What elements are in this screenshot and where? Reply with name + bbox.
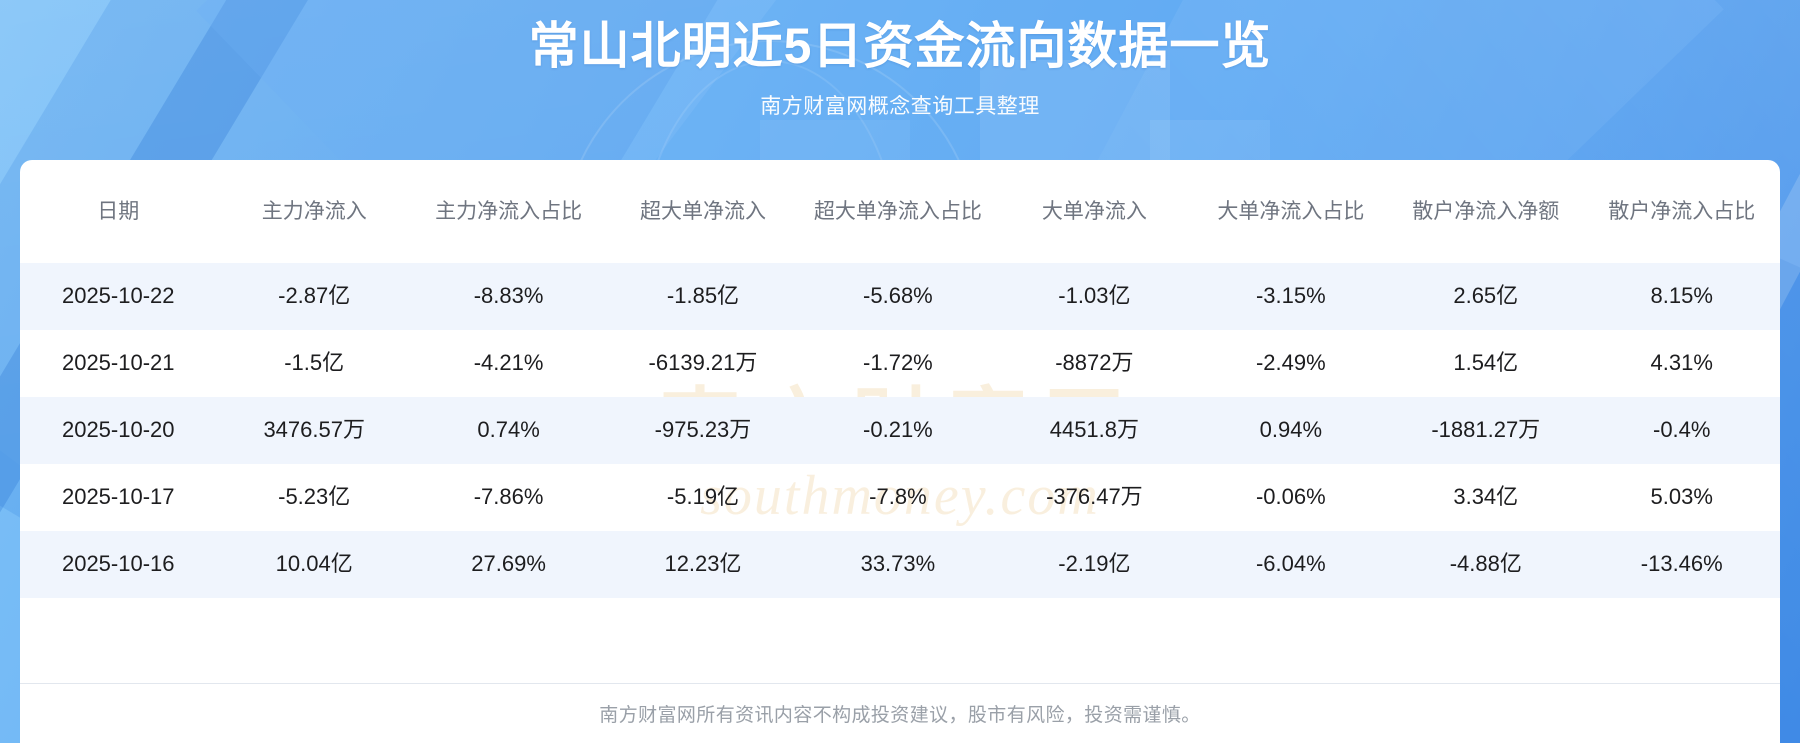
cell-retail-net-inflow-amount: 2.65亿 — [1388, 263, 1584, 330]
cell-retail-net-inflow-amount: -1881.27万 — [1388, 397, 1584, 464]
column-header-date: 日期 — [97, 199, 140, 223]
cell-super-large-net-inflow-ratio: 33.73% — [800, 531, 996, 598]
column-header-super-large-net-inflow: 超大单净流入 — [639, 199, 766, 223]
cell-retail-net-inflow-amount: 3.34亿 — [1453, 484, 1519, 510]
cell-main-net-inflow: 3476.57万 — [216, 397, 412, 464]
cell-super-large-net-inflow-ratio: -7.8% — [869, 484, 927, 510]
cell-super-large-net-inflow: -5.19亿 — [666, 484, 740, 510]
cell-large-net-inflow: -1.03亿 — [995, 263, 1194, 330]
cell-retail-net-inflow-ratio: -0.4% — [1583, 397, 1780, 464]
table-body: 2025-10-22 -2.87亿 -8.83% -1.85亿 -5.68% -… — [20, 263, 1780, 598]
cell-main-net-inflow-ratio: -8.83% — [411, 263, 606, 330]
cell-large-net-inflow-ratio: -6.04% — [1193, 531, 1389, 598]
column-header-super-large-net-inflow-ratio: 超大单净流入占比 — [813, 199, 982, 223]
cell-main-net-inflow: -5.23亿 — [278, 484, 351, 510]
column-header-large-net-inflow: 大单净流入 — [1041, 199, 1147, 223]
table-row: 2025-10-17 -5.23亿 -7.86% -5.19亿 -7.8% -3… — [20, 464, 1780, 531]
cell-date: 2025-10-20 — [20, 397, 217, 464]
cell-large-net-inflow: 4451.8万 — [995, 397, 1194, 464]
table-header: 日期 主力净流入 主力净流入占比 超大单净流入 超大单净流入占比 大单净流入 大… — [20, 160, 1780, 263]
cell-super-large-net-inflow: -975.23万 — [605, 397, 801, 464]
table-row: 2025-10-21 -1.5亿 -4.21% -6139.21万 -1.72%… — [20, 330, 1780, 397]
cell-main-net-inflow-ratio: -7.86% — [473, 484, 544, 510]
cell-retail-net-inflow-ratio: -13.46% — [1583, 531, 1780, 598]
cell-main-net-inflow-ratio: 0.74% — [411, 397, 606, 464]
cell-main-net-inflow-ratio: -4.21% — [473, 350, 544, 376]
table-header-row: 日期 主力净流入 主力净流入占比 超大单净流入 超大单净流入占比 大单净流入 大… — [20, 160, 1780, 263]
table-row: 2025-10-16 10.04亿 27.69% 12.23亿 33.73% -… — [20, 531, 1780, 598]
cell-large-net-inflow-ratio: -0.06% — [1255, 484, 1326, 510]
cell-large-net-inflow: -8872万 — [1055, 350, 1134, 376]
cell-main-net-inflow-ratio: 27.69% — [411, 531, 606, 598]
column-header-large-net-inflow-ratio: 大单净流入占比 — [1217, 199, 1365, 223]
cell-retail-net-inflow-amount: 1.54亿 — [1453, 350, 1519, 376]
column-header-retail-net-inflow-amount: 散户净流入净额 — [1412, 199, 1560, 223]
cell-date: 2025-10-21 — [61, 350, 175, 376]
cell-large-net-inflow-ratio: 0.94% — [1193, 397, 1389, 464]
cell-date: 2025-10-17 — [61, 484, 175, 510]
column-header-main-net-inflow: 主力净流入 — [261, 199, 367, 223]
page-footer: 南方财富网所有资讯内容不构成投资建议，股市有风险，投资需谨慎。 — [20, 683, 1780, 743]
cell-date: 2025-10-16 — [20, 531, 217, 598]
cell-super-large-net-inflow: -6139.21万 — [648, 350, 758, 376]
cell-super-large-net-inflow: 12.23亿 — [605, 531, 801, 598]
table-row: 2025-10-20 3476.57万 0.74% -975.23万 -0.21… — [20, 397, 1780, 464]
cell-super-large-net-inflow-ratio: -1.72% — [863, 350, 933, 376]
cell-large-net-inflow-ratio: -2.49% — [1255, 350, 1326, 376]
cell-large-net-inflow: -376.47万 — [1046, 484, 1143, 510]
cell-super-large-net-inflow: -1.85亿 — [605, 263, 801, 330]
cell-super-large-net-inflow-ratio: -0.21% — [800, 397, 996, 464]
cell-super-large-net-inflow-ratio: -5.68% — [800, 263, 996, 330]
table-row: 2025-10-22 -2.87亿 -8.83% -1.85亿 -5.68% -… — [20, 263, 1780, 330]
fund-flow-table: 日期 主力净流入 主力净流入占比 超大单净流入 超大单净流入占比 大单净流入 大… — [20, 160, 1780, 598]
page-subtitle: 南方财富网概念查询工具整理 — [760, 95, 1040, 118]
cell-main-net-inflow: 10.04亿 — [216, 531, 412, 598]
cell-large-net-inflow: -2.19亿 — [995, 531, 1194, 598]
disclaimer-text: 南方财富网所有资讯内容不构成投资建议，股市有风险，投资需谨慎。 — [599, 705, 1201, 726]
cell-retail-net-inflow-ratio: 8.15% — [1583, 263, 1780, 330]
cell-main-net-inflow: -1.5亿 — [284, 350, 345, 376]
page-header: 常山北明近5日资金流向数据一览 南方财富网概念查询工具整理 — [0, 0, 1800, 120]
data-card: 南方财富网 southmoney.com 日期 主力净流入 主力净流入占比 超大… — [20, 160, 1780, 683]
cell-retail-net-inflow-ratio: 4.31% — [1650, 350, 1713, 376]
page-title: 常山北明近5日资金流向数据一览 — [528, 18, 1272, 74]
cell-retail-net-inflow-ratio: 5.03% — [1650, 484, 1713, 510]
cell-retail-net-inflow-amount: -4.88亿 — [1388, 531, 1584, 598]
cell-date: 2025-10-22 — [20, 263, 217, 330]
cell-main-net-inflow: -2.87亿 — [216, 263, 412, 330]
cell-large-net-inflow-ratio: -3.15% — [1193, 263, 1389, 330]
column-header-retail-net-inflow-ratio: 散户净流入占比 — [1608, 199, 1756, 223]
column-header-main-net-inflow-ratio: 主力净流入占比 — [435, 199, 583, 223]
